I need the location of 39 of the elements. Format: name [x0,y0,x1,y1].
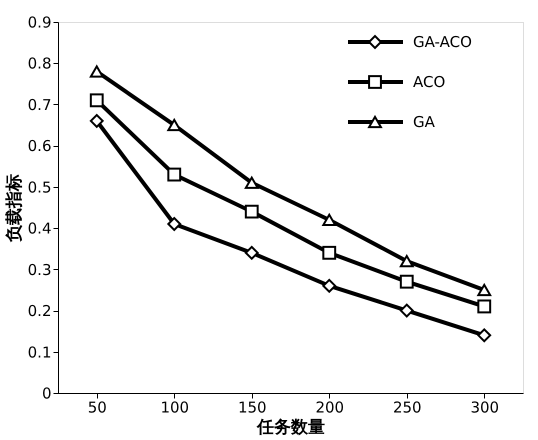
point [90,114,104,128]
x-tick-label: 250 [392,398,422,416]
point [167,217,182,231]
point [244,176,259,189]
y-tick-label: 0.4 [28,220,52,238]
x-tick-label: 50 [88,398,107,416]
point [244,204,259,219]
point [400,254,414,268]
y-tick-label: 0 [42,384,52,402]
y-tick-label: 0.8 [28,54,52,73]
y-axis-title: 负载指标 [4,174,25,243]
x-tick-label: 150 [238,398,267,416]
y-tick-label: 0.2 [28,302,52,320]
point [90,65,104,78]
point [477,300,492,314]
point [477,328,492,342]
legend-label: GA [413,113,436,131]
x-axis-title: 任务数量 [256,418,325,438]
point [322,278,336,293]
point [167,118,182,132]
y-tick-label: 0.9 [28,14,52,32]
x-tick-label: 100 [160,398,190,416]
legend-label: ACO [413,73,446,91]
x-tick-label: 200 [315,398,344,416]
point [400,274,414,289]
x-tick-label: 300 [470,398,500,416]
legend-label: GA-ACO [413,33,472,51]
point [322,214,336,226]
point [244,246,259,260]
point [477,284,492,296]
y-tick-label: 0.5 [28,178,52,196]
point [90,93,104,108]
point [322,246,336,260]
y-tick-label: 0.7 [28,96,52,114]
y-tick-label: 0.6 [28,137,52,156]
point [400,304,414,318]
point [167,168,182,182]
y-tick-label: 0.1 [28,343,52,362]
y-tick-label: 0.3 [28,260,52,279]
